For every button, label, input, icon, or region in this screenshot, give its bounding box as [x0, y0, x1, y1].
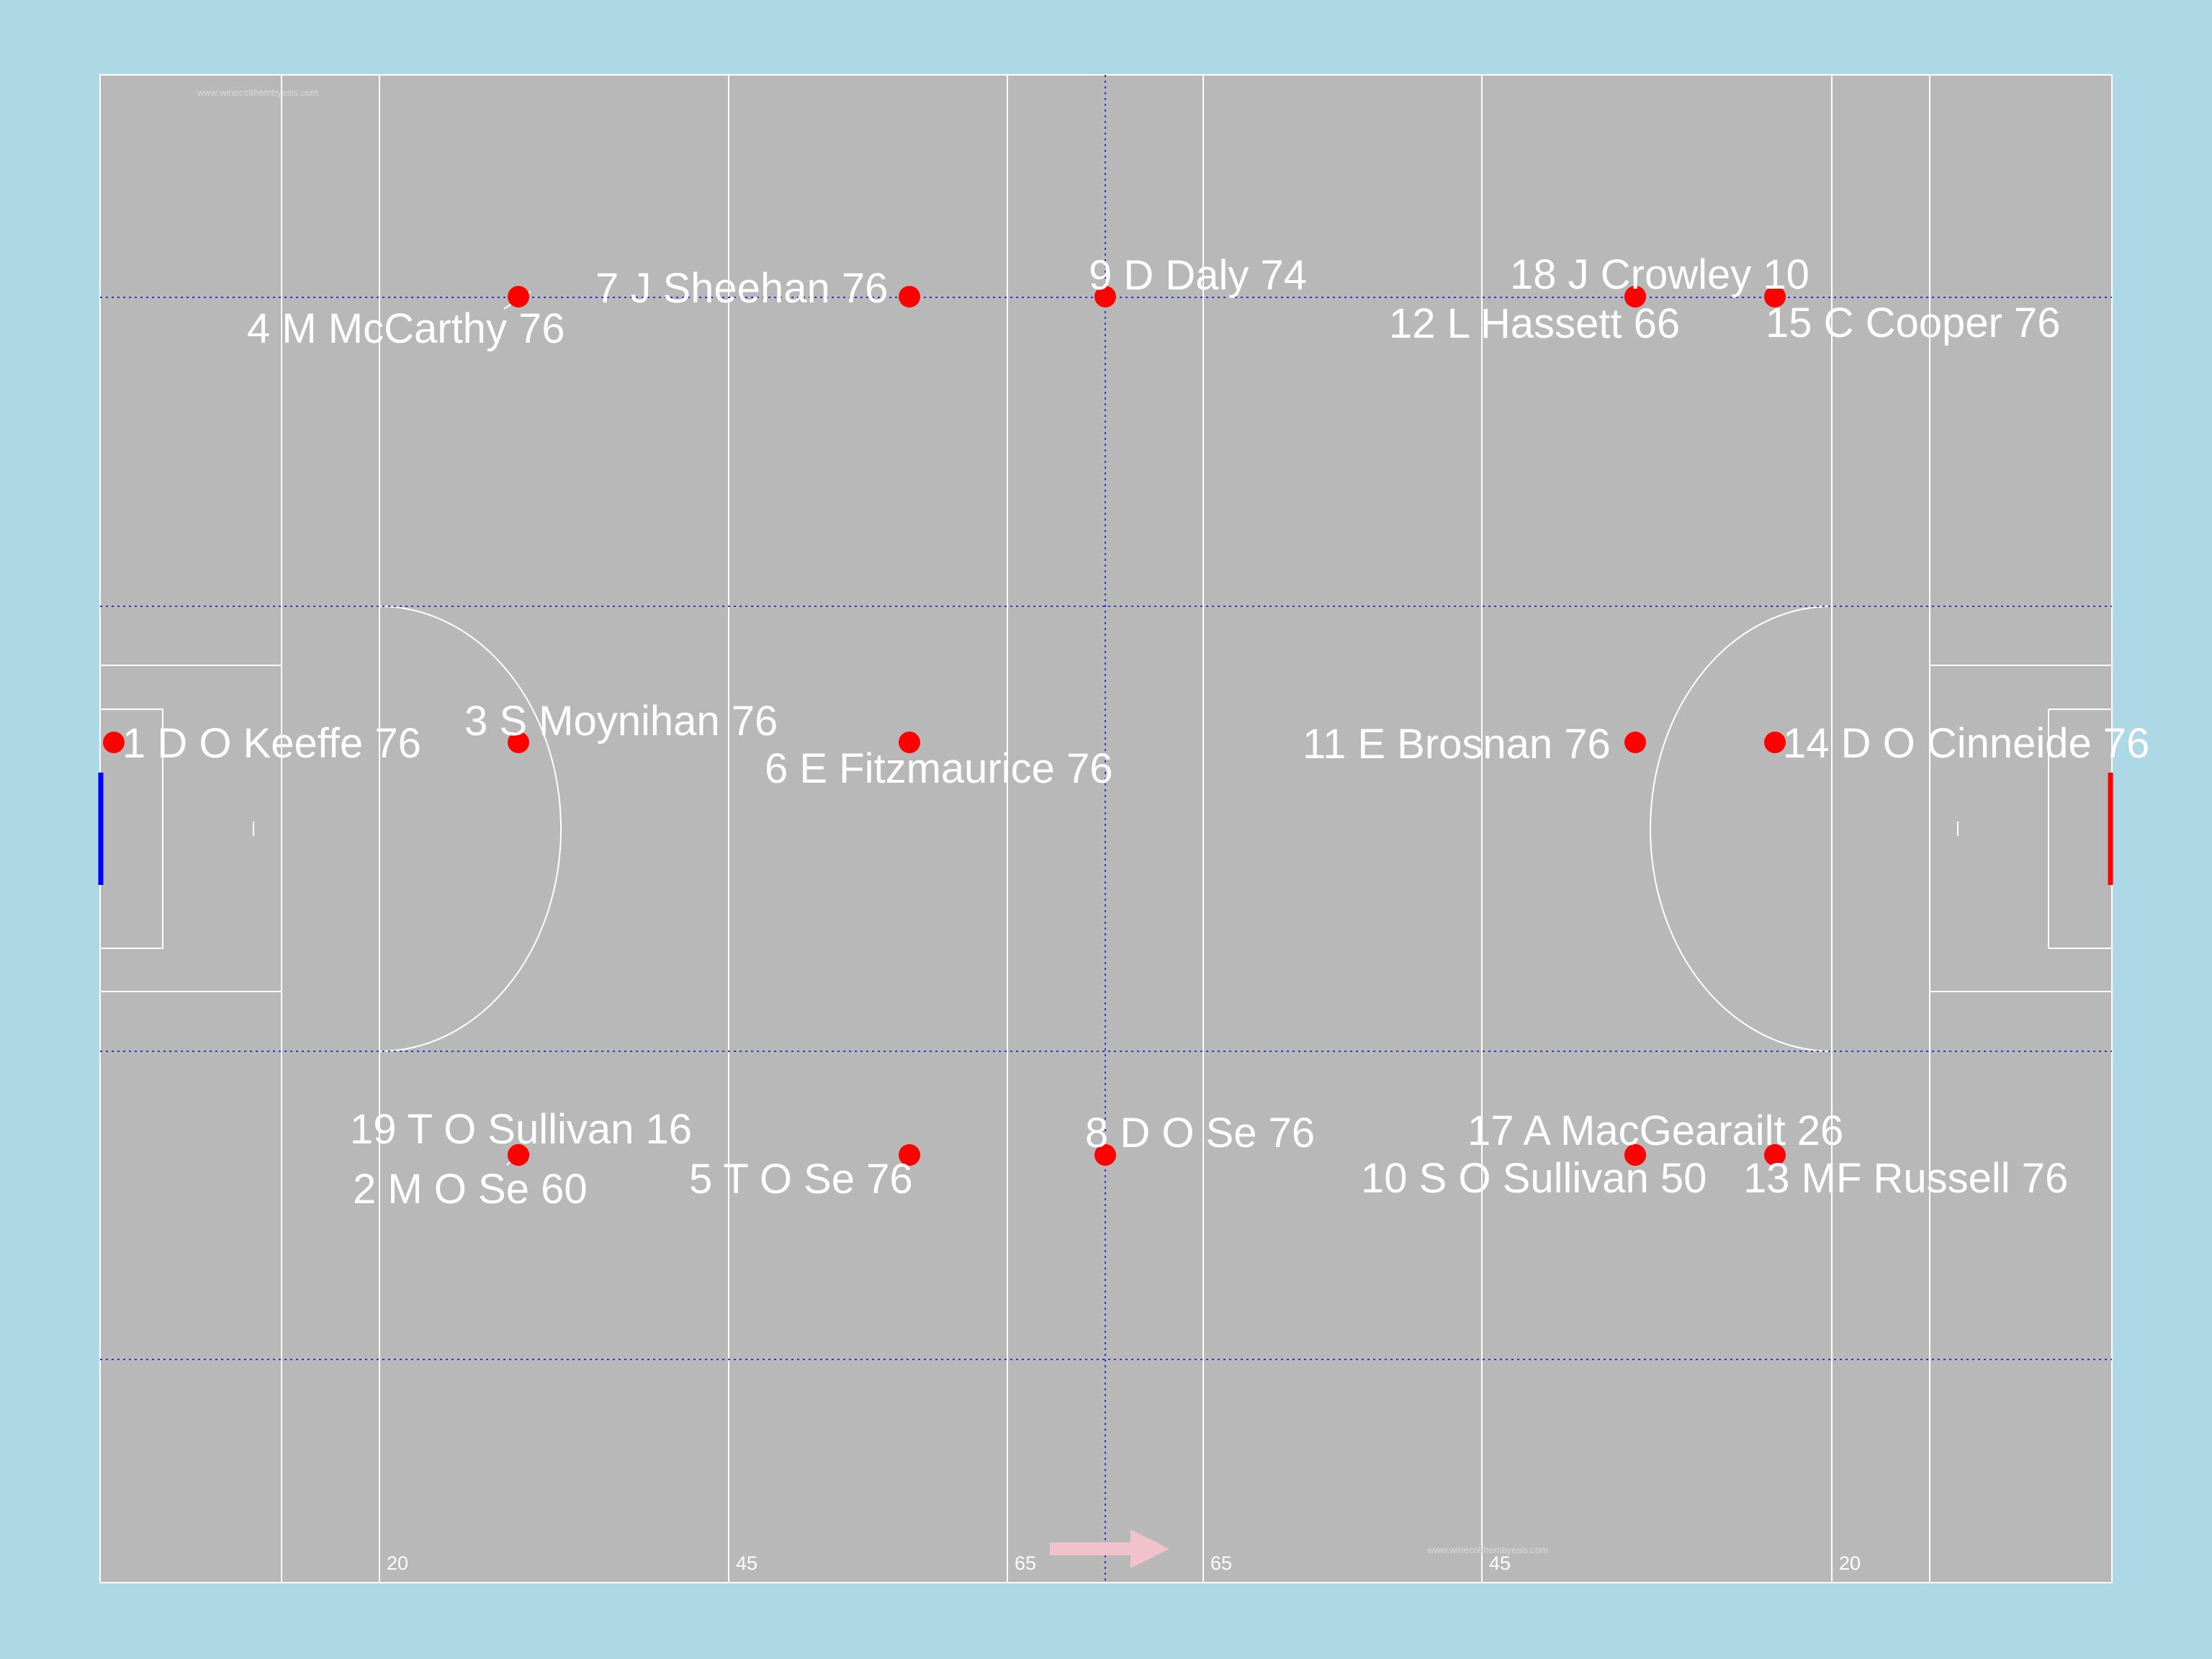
distance-label: 45	[736, 1552, 757, 1574]
player-label: 8 D O Se 76	[1085, 1110, 1315, 1156]
player-label: 18 J Crowley 10	[1510, 251, 1809, 298]
player-dot	[1624, 1144, 1646, 1166]
distance-label: 20	[1839, 1552, 1861, 1574]
player-dot	[508, 732, 529, 753]
player-dot	[103, 732, 125, 753]
player-label: 12 L Hassett 66	[1389, 300, 1680, 347]
distance-label: 65	[1015, 1552, 1036, 1574]
player-dot	[508, 1144, 529, 1166]
player-label: 1 D O Keeffe 76	[122, 720, 421, 767]
player-dot	[1764, 732, 1786, 753]
player-dot	[899, 286, 920, 307]
player-dot	[1764, 286, 1786, 307]
player-label: 11 E Brosnan 76	[1303, 721, 1611, 768]
player-dot	[899, 732, 920, 753]
player-label: 14 D O Cinneide 76	[1783, 720, 2149, 767]
watermark-bottom: www.winecolthembyesis.com	[1426, 1545, 1548, 1555]
watermark-top: www.winecolthembyesis.com	[197, 87, 318, 98]
player-label: 3 S Moynihan 76	[464, 698, 778, 745]
player-label: 7 J Sheehan 76	[595, 265, 888, 312]
right-d-arc	[1650, 606, 1833, 1052]
left-small-rectangle	[100, 709, 163, 949]
player-label: 17 A MacGearailt 26	[1467, 1107, 1843, 1154]
right-large-rectangle	[1930, 665, 2112, 992]
player-label: 15 C Cooper 76	[1766, 300, 2060, 346]
player-dot	[508, 286, 529, 307]
player-dot	[1624, 732, 1646, 753]
player-labels: 1 D O Keeffe 76 2 M O Se 60 3 S Moynihan 7…	[122, 251, 2149, 1213]
right-small-rectangle	[2048, 709, 2112, 949]
player-label: 13 MF Russell 76	[1743, 1155, 2068, 1202]
player-dots	[103, 286, 1786, 1166]
distance-label: 65	[1210, 1552, 1232, 1574]
player-dot	[1624, 286, 1646, 307]
player-label: 2 M O Se 60	[353, 1166, 588, 1213]
player-label: 5 T O Se 76	[689, 1156, 913, 1202]
player-label: 19 T O Sullivan 16	[350, 1106, 692, 1153]
player-dot	[1094, 286, 1116, 307]
distance-labels: 20 45 65 65 45 20	[387, 1552, 1861, 1574]
distance-label: 20	[387, 1552, 408, 1574]
player-dot	[1094, 1144, 1116, 1166]
player-label: 9 D Daly 74	[1089, 252, 1307, 299]
direction-arrow-icon	[1050, 1529, 1169, 1568]
player-dot	[899, 1144, 920, 1166]
player-label: 4 M McCarthy 76	[247, 305, 565, 352]
player-dot	[1764, 1144, 1786, 1166]
left-d-arc	[379, 606, 562, 1052]
pitch-markings	[100, 75, 2112, 1583]
left-large-rectangle	[100, 665, 282, 992]
player-label: 10 S O Sullivan 50	[1361, 1155, 1707, 1202]
distance-label: 45	[1489, 1552, 1511, 1574]
player-label: 6 E Fitzmaurice 76	[765, 745, 1113, 792]
